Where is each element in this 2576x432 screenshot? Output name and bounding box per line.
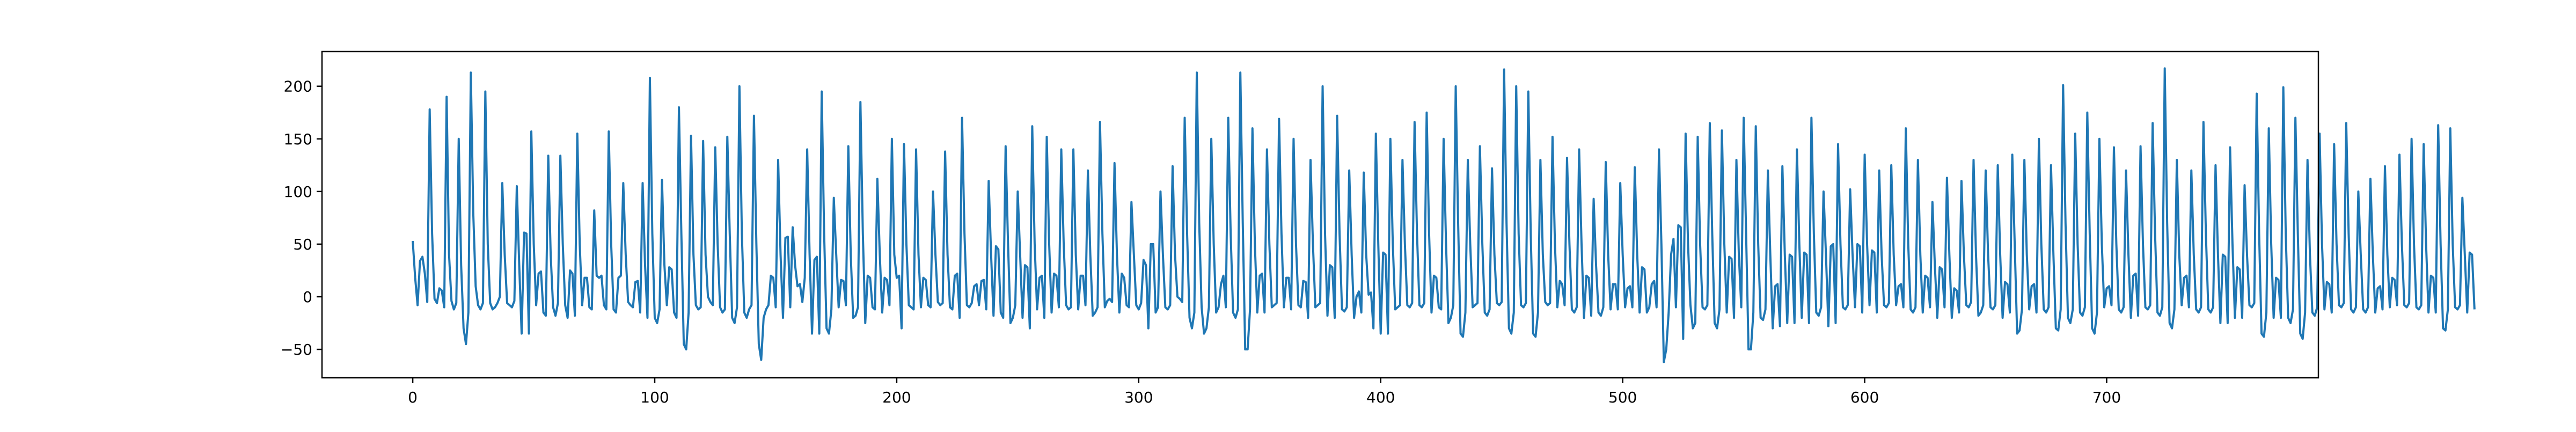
x-tick-label: 0 <box>408 389 418 406</box>
y-tick-label: 150 <box>284 130 312 148</box>
x-tick-label: 700 <box>2092 389 2121 406</box>
x-tick-label: 100 <box>640 389 669 406</box>
y-tick-label: 0 <box>303 288 312 306</box>
series-layer <box>412 67 2476 363</box>
x-tick-label: 500 <box>1608 389 1637 406</box>
y-tick-label: 200 <box>284 78 312 96</box>
x-axis-ticks: 0 100 200 300 400 500 600 700 <box>408 378 2121 406</box>
x-tick-label: 400 <box>1366 389 1395 406</box>
y-tick-label: 50 <box>293 236 312 253</box>
x-tick-label: 600 <box>1850 389 1879 406</box>
y-tick-label: 100 <box>284 183 312 201</box>
series-line-0 <box>412 67 2476 363</box>
y-tick-label: −50 <box>281 341 312 358</box>
x-tick-label: 300 <box>1124 389 1153 406</box>
y-axis-ticks: −50 0 50 100 150 200 <box>281 78 322 358</box>
plot-frame <box>321 50 2319 379</box>
x-tick-label: 200 <box>882 389 911 406</box>
